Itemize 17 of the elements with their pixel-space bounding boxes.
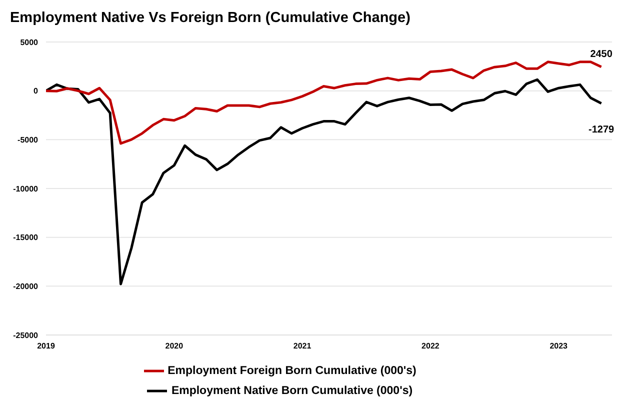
y-tick-label: 5000: [20, 38, 39, 47]
annotation: 2450: [590, 48, 613, 60]
y-tick-label: -20000: [13, 282, 39, 292]
legend-label: Employment Native Born Cumulative (000's): [171, 385, 413, 398]
x-tick-label: 2019: [37, 342, 56, 351]
x-tick-label: 2023: [550, 342, 568, 351]
x-tick-label: 2021: [293, 342, 312, 351]
x-tick-label: 2022: [422, 342, 440, 351]
y-tick-label: -5000: [18, 136, 39, 145]
y-tick-label: -10000: [13, 184, 39, 194]
chart-title: Employment Native Vs Foreign Born (Cumulative Change): [10, 10, 410, 26]
y-tick-label: -25000: [13, 330, 39, 340]
x-tick-label: 2020: [165, 342, 184, 351]
y-tick-label: -15000: [13, 233, 39, 242]
legend-label: Employment Foreign Born Cumulative (000's): [168, 365, 416, 378]
annotation: -1279: [588, 124, 615, 136]
y-tick-label: 0: [34, 86, 39, 96]
